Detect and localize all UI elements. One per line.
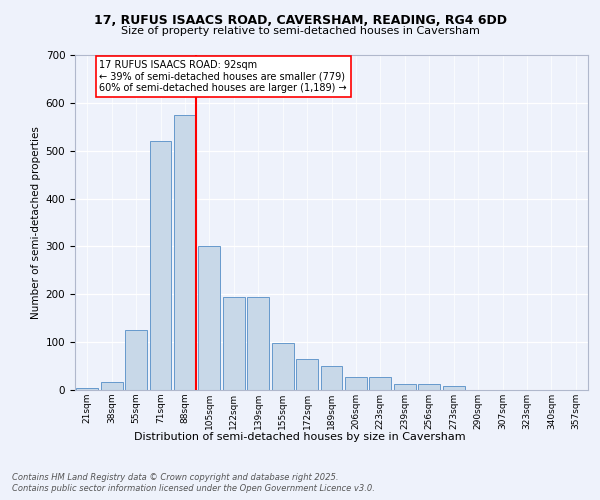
Text: Distribution of semi-detached houses by size in Caversham: Distribution of semi-detached houses by … bbox=[134, 432, 466, 442]
Bar bbox=[320, 366, 343, 390]
Text: 17 RUFUS ISAACS ROAD: 92sqm
← 39% of semi-detached houses are smaller (779)
60% : 17 RUFUS ISAACS ROAD: 92sqm ← 39% of sem… bbox=[100, 60, 347, 93]
Bar bbox=[149, 141, 172, 390]
Bar bbox=[223, 296, 245, 390]
Y-axis label: Number of semi-detached properties: Number of semi-detached properties bbox=[31, 126, 41, 319]
Bar bbox=[101, 382, 122, 390]
Bar bbox=[174, 115, 196, 390]
Bar bbox=[272, 343, 293, 390]
Bar bbox=[296, 359, 318, 390]
Text: Contains HM Land Registry data © Crown copyright and database right 2025.: Contains HM Land Registry data © Crown c… bbox=[12, 472, 338, 482]
Text: Contains public sector information licensed under the Open Government Licence v3: Contains public sector information licen… bbox=[12, 484, 375, 493]
Text: 17, RUFUS ISAACS ROAD, CAVERSHAM, READING, RG4 6DD: 17, RUFUS ISAACS ROAD, CAVERSHAM, READIN… bbox=[94, 14, 506, 27]
Bar bbox=[394, 384, 416, 390]
Bar bbox=[247, 296, 269, 390]
Bar bbox=[418, 384, 440, 390]
Bar bbox=[76, 388, 98, 390]
Bar bbox=[370, 376, 391, 390]
Bar bbox=[199, 246, 220, 390]
Bar bbox=[345, 376, 367, 390]
Bar bbox=[125, 330, 147, 390]
Text: Size of property relative to semi-detached houses in Caversham: Size of property relative to semi-detach… bbox=[121, 26, 479, 36]
Bar bbox=[443, 386, 464, 390]
